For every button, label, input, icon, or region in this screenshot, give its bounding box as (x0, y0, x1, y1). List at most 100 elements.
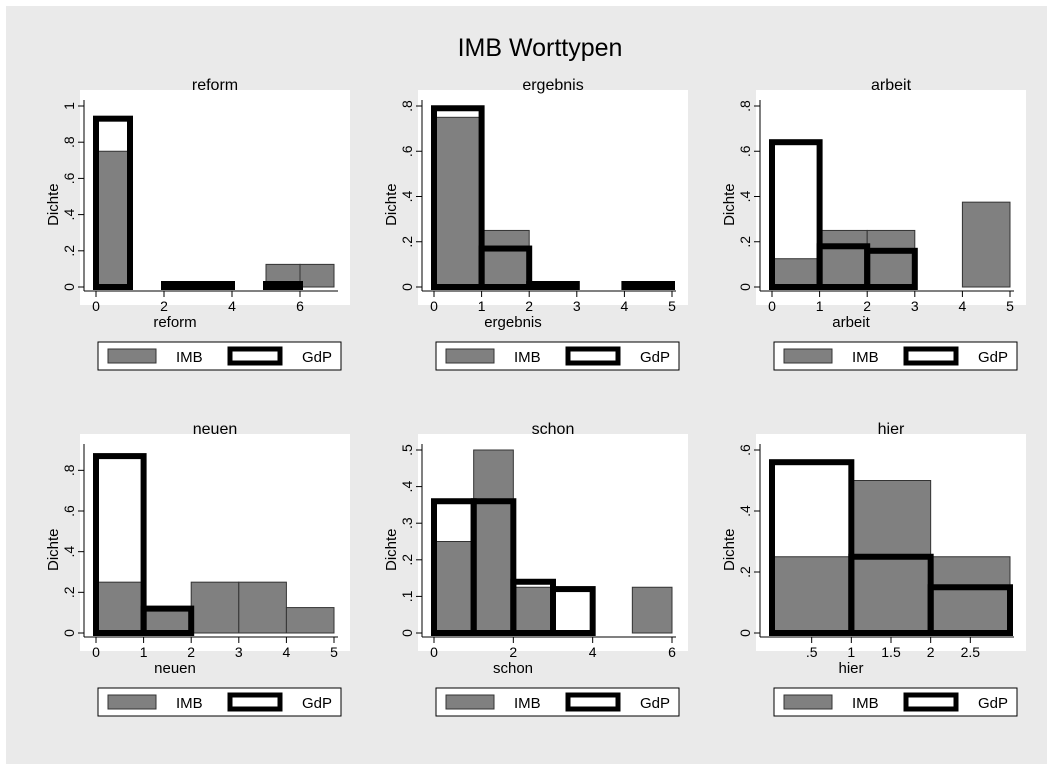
x-tick-label: 4 (283, 644, 291, 660)
y-tick-label: 1 (61, 102, 77, 110)
x-tick-label: 3 (911, 298, 919, 314)
x-tick-label: 1 (478, 298, 486, 314)
x-tick-label: 4 (589, 644, 597, 660)
x-tick-label: 3 (573, 298, 581, 314)
gdp-bar (93, 453, 147, 636)
legend-swatch-imb (445, 694, 495, 710)
x-tick-label: .5 (806, 644, 818, 660)
legend-swatch-imb (783, 348, 833, 364)
y-tick-label: .2 (737, 236, 753, 248)
imb-bar (771, 556, 852, 634)
gdp-bar (263, 281, 303, 290)
legend-swatch-imb (445, 348, 495, 364)
gdp-bar (769, 139, 823, 290)
y-tick-label: 0 (399, 283, 415, 291)
y-tick-label: .4 (61, 546, 77, 558)
legend-label-imb: IMB (176, 349, 203, 366)
panel-title: reform (192, 77, 238, 94)
y-axis-label: Dichte (45, 528, 62, 571)
x-tick-label: 4 (959, 298, 967, 314)
imb-bar (961, 201, 1011, 288)
y-tick-label: .8 (61, 464, 77, 476)
gdp-bar (769, 459, 855, 637)
imb-bar (433, 116, 483, 288)
legend-label-gdp: GdP (640, 695, 670, 712)
y-tick-label: 0 (61, 283, 77, 291)
gdp-bar (478, 245, 533, 291)
panel-title: hier (878, 421, 905, 438)
x-tick-label: 4 (228, 298, 236, 314)
panel-title: ergebnis (522, 77, 583, 94)
legend: IMB GdP (435, 341, 680, 371)
y-axis-label: Dichte (721, 528, 738, 571)
gdp-bar (526, 281, 580, 290)
x-tick-label: 1 (847, 644, 855, 660)
x-axis-label: neuen (154, 660, 196, 677)
y-tick-label: 0 (737, 629, 753, 637)
x-tick-label: 2 (187, 644, 195, 660)
x-tick-label: 0 (430, 644, 438, 660)
legend-label-gdp: GdP (640, 349, 670, 366)
legend-label-gdp: GdP (978, 695, 1008, 712)
y-tick-label: .6 (737, 145, 753, 157)
gdp-bar (161, 281, 201, 290)
x-tick-label: 1 (140, 644, 148, 660)
y-axis-label: Dichte (721, 183, 738, 226)
y-tick-label: .8 (61, 136, 77, 148)
imb-bar (930, 556, 1011, 634)
panel-title: schon (532, 421, 575, 438)
legend-swatch-imb (107, 694, 157, 710)
y-tick-label: .5 (399, 444, 415, 456)
y-tick-label: .4 (61, 209, 77, 221)
x-tick-label: 4 (621, 298, 629, 314)
legend-swatch-imb (783, 694, 833, 710)
imb-bar (481, 229, 530, 288)
gdp-bar (195, 281, 235, 290)
y-tick-label: .2 (399, 236, 415, 248)
imb-bar (771, 258, 821, 288)
legend-swatch-gdp (903, 692, 959, 712)
legend-label-gdp: GdP (978, 349, 1008, 366)
x-tick-label: 2 (525, 298, 533, 314)
panel-arbeit: arbeit 0 .2 .4 .6 .8 Dichte 0 1 2 3 4 5 arbeit IMB GdP (721, 77, 1026, 371)
legend-swatch-gdp (903, 346, 959, 366)
legend-label-gdp: GdP (302, 695, 332, 712)
legend-swatch-gdp (565, 346, 621, 366)
x-axis-label: hier (838, 660, 863, 677)
panel-reform: reform 0 .2 .4 .6 .8 1 Dichte 0 2 4 6 reform IMB GdP (45, 77, 350, 371)
x-tick-label: 1.5 (881, 644, 901, 660)
x-tick-label: 6 (296, 298, 304, 314)
x-tick-label: 5 (1006, 298, 1014, 314)
gdp-bar (431, 105, 485, 290)
y-tick-label: .8 (399, 100, 415, 112)
imb-bar (238, 581, 287, 634)
legend-label-imb: IMB (852, 695, 879, 712)
x-tick-label: 0 (92, 298, 100, 314)
x-tick-label: 2 (509, 644, 517, 660)
y-tick-label: .3 (399, 517, 415, 529)
x-tick-label: 6 (668, 644, 676, 660)
imb-bar (819, 229, 868, 288)
panel-neuen: neuen 0 .2 .4 .6 .8 Dichte 0 1 2 3 4 5 neuen IMB GdP (45, 421, 350, 717)
legend: IMB GdP (97, 341, 342, 371)
imb-bar (299, 263, 335, 288)
figure-title: IMB Worttypen (458, 34, 623, 62)
x-tick-label: 5 (668, 298, 676, 314)
panel-title: arbeit (871, 77, 912, 94)
legend-label-imb: IMB (176, 695, 203, 712)
y-tick-label: .4 (399, 190, 415, 202)
legend-swatch-imb (107, 348, 157, 364)
y-tick-label: .2 (61, 245, 77, 257)
x-axis-label: schon (493, 660, 533, 677)
y-axis-label: Dichte (45, 183, 62, 226)
y-tick-label: 0 (61, 629, 77, 637)
y-tick-label: .6 (399, 145, 415, 157)
x-tick-label: 2 (863, 298, 871, 314)
legend-swatch-gdp (227, 346, 283, 366)
gdp-bar (927, 584, 1014, 636)
imb-bar (473, 449, 514, 634)
y-tick-label: .2 (61, 586, 77, 598)
panel-schon: schon 0 .1 .2 .3 .4 .5 Dichte 0 2 4 6 schon IMB GdP (383, 421, 688, 717)
